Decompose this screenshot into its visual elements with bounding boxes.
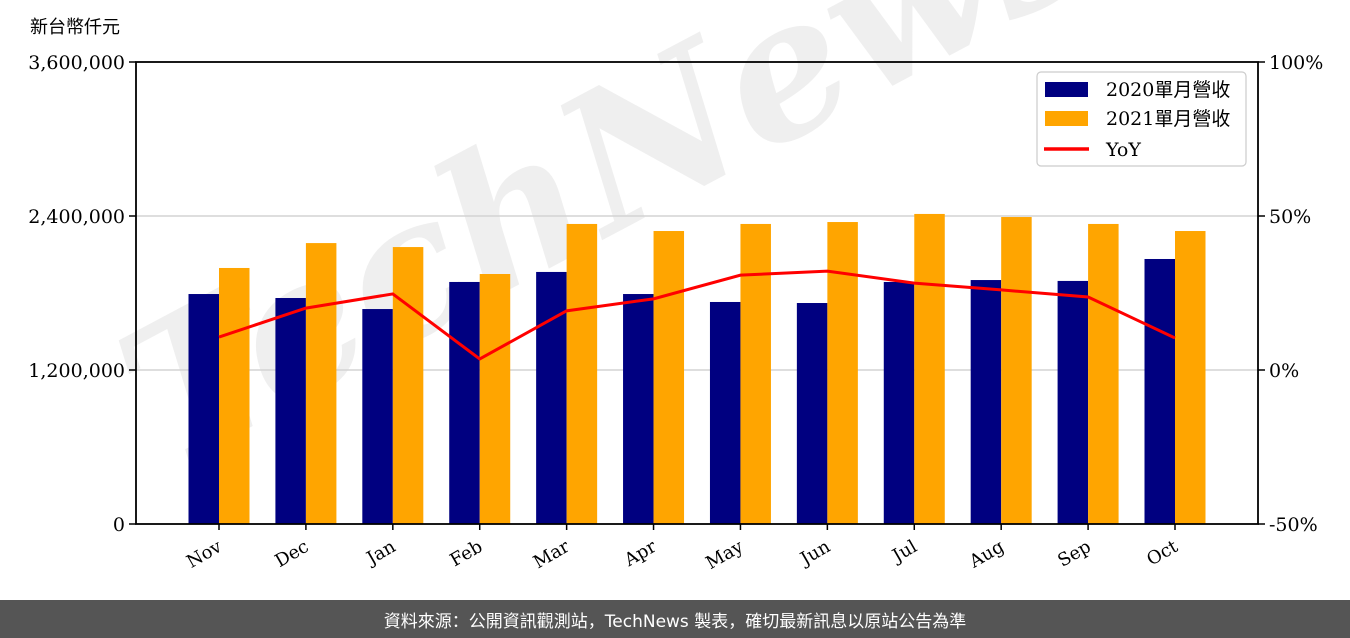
source-text: 資料來源：公開資訊觀測站，TechNews 製表，確切最新訊息以原站公告為準	[383, 611, 967, 632]
x-tick-label-aug: Aug	[965, 536, 1008, 573]
x-tick-label-jul: Jul	[887, 536, 921, 568]
y-tick-label: 2,400,000	[28, 206, 125, 228]
chart-canvas: TechNews 01,200,0002,400,0003,600,000-50…	[28, 0, 1323, 574]
x-tick-label-jun: Jun	[795, 536, 834, 571]
yoy-polyline	[218, 269, 1176, 361]
revenue-chart: TechNews 0 1,200,000 2,400,000 3,600,000 -50…	[28, 0, 1323, 574]
legend: 2020單月營收 2021單月營收 YoY	[1036, 71, 1247, 167]
y-axis-label: 新台幣仟元	[30, 17, 120, 38]
bar-2021-mar	[566, 223, 598, 524]
legend-swatch-1	[1045, 111, 1088, 126]
x-tick-label-feb: Feb	[447, 536, 487, 571]
bar-2021-jun	[827, 222, 858, 524]
legend-swatch-0	[1045, 82, 1088, 97]
bar-2021-may	[740, 223, 771, 524]
bar-2020-jan	[362, 309, 393, 524]
y2-tick-label: 100%	[1269, 52, 1323, 74]
bar-2021-sep	[1088, 223, 1119, 524]
bar-2021-aug	[1001, 217, 1032, 524]
y-tick-label: 1,200,000	[28, 360, 125, 382]
bar-2020-feb	[449, 281, 480, 524]
bar-2021-nov	[219, 267, 250, 524]
bar-series	[188, 213, 1206, 525]
bar-2020-oct	[1144, 258, 1175, 524]
legend-label-0: 2020單月營收	[1106, 79, 1230, 101]
bar-2020-jul	[883, 281, 915, 524]
plot-frame	[135, 61, 1259, 525]
bar-2020-apr	[623, 294, 654, 524]
bar-2021-jul	[914, 213, 945, 525]
yoy-line	[218, 269, 1176, 361]
legend-box	[1036, 71, 1247, 167]
x-tick-label-apr: Apr	[620, 536, 660, 571]
legend-label-2: YoY	[1105, 139, 1141, 161]
bar-2020-mar	[536, 271, 567, 524]
bar-2020-dec	[275, 298, 306, 524]
legend-label-1: 2021單月營收	[1106, 108, 1230, 130]
bar-2021-apr	[653, 231, 685, 524]
bar-2020-may	[709, 301, 741, 524]
y-tick-label: 3,600,000	[28, 52, 125, 74]
x-tick-label-mar: Mar	[530, 536, 574, 573]
bar-2021-dec	[305, 243, 337, 524]
x-tick-label-sep: Sep	[1054, 536, 1094, 571]
y2-tick-label: 50%	[1269, 206, 1311, 228]
x-tick-label-dec: Dec	[271, 536, 312, 572]
bar-2020-sep	[1057, 280, 1089, 524]
bar-2020-aug	[970, 280, 1002, 524]
bar-2020-jun	[796, 303, 828, 524]
y2-tick-label: 0%	[1269, 360, 1299, 382]
y2-tick-label: -50%	[1269, 514, 1318, 536]
bar-2021-jan	[392, 247, 424, 524]
x-tick-label-nov: Nov	[183, 536, 226, 573]
source-footer: 資料來源：公開資訊觀測站，TechNews 製表，確切最新訊息以原站公告為準	[0, 600, 1350, 638]
y-tick-label: 0	[113, 514, 125, 536]
x-tick-label-jan: Jan	[361, 536, 399, 570]
bar-2020-nov	[188, 294, 219, 524]
x-tick-label-oct: Oct	[1143, 536, 1182, 571]
x-tick-label-may: May	[702, 536, 747, 574]
bar-2021-feb	[479, 274, 511, 524]
bar-2021-oct	[1175, 231, 1206, 524]
